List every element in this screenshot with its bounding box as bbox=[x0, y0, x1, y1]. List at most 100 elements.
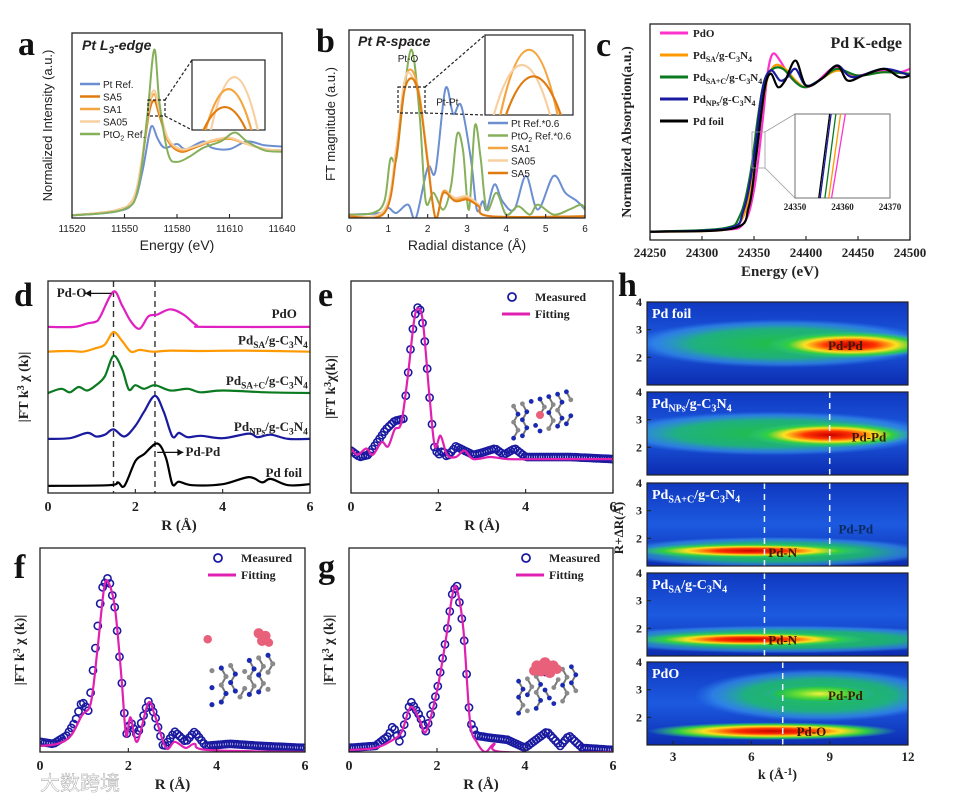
plot-frame bbox=[350, 280, 614, 494]
inset-tick-label: 24370 bbox=[879, 202, 902, 212]
series-group bbox=[40, 574, 305, 752]
intensity-blob bbox=[647, 631, 869, 647]
legend-item: PdO bbox=[660, 28, 715, 40]
y-tick-label: 2 bbox=[636, 710, 642, 724]
zoom-inset bbox=[147, 59, 266, 131]
atom bbox=[520, 401, 525, 407]
bond-label: Pd-Pd bbox=[828, 688, 863, 703]
series-group bbox=[72, 48, 282, 217]
atom bbox=[537, 396, 543, 402]
atom bbox=[520, 686, 526, 692]
atom bbox=[533, 706, 539, 711]
panel-a: 11520 11550 11580 11610 11640 Energy (eV) Norm… bbox=[18, 26, 296, 253]
legend-label: SA1 bbox=[511, 144, 530, 155]
inset-edge-line bbox=[818, 113, 831, 199]
measured-point bbox=[86, 688, 95, 698]
measured-point bbox=[567, 734, 577, 743]
zoom-inset: 24350 24360 24370 bbox=[751, 113, 902, 212]
atom bbox=[265, 652, 271, 658]
y-tick-label: 4 bbox=[636, 295, 642, 309]
measured-point bbox=[384, 421, 394, 431]
x-tick-label: 24500 bbox=[894, 245, 927, 260]
x-tick-label: 6 bbox=[610, 759, 617, 774]
legend-label: Fitting bbox=[549, 568, 584, 582]
zoom-region-box bbox=[397, 86, 426, 114]
series-group bbox=[349, 48, 585, 218]
legend-label: Measured bbox=[535, 290, 586, 304]
legend-item: Fitting bbox=[516, 568, 584, 582]
series-line-0 bbox=[349, 86, 585, 218]
series-line-4 bbox=[72, 48, 282, 217]
x-tick-label: 11640 bbox=[268, 224, 296, 235]
legend-label: SA1 bbox=[103, 105, 122, 116]
legend-item: Pt Ref. bbox=[80, 80, 134, 91]
series-line-3 bbox=[48, 394, 310, 441]
y-axis-label: |FT k3 χ (k)| bbox=[12, 615, 28, 686]
bond-label: Pd-Pd bbox=[838, 522, 873, 537]
measured-point bbox=[421, 726, 431, 736]
measured-point bbox=[603, 745, 613, 752]
measured-point bbox=[546, 731, 555, 740]
atom bbox=[251, 683, 257, 689]
panel-letter: d bbox=[14, 277, 33, 314]
molecular-structure-illustration-f bbox=[203, 628, 276, 708]
atom bbox=[209, 685, 215, 691]
x-tick-label: 0 bbox=[37, 759, 44, 774]
pd-atom bbox=[529, 666, 539, 676]
intensity-blob bbox=[761, 684, 877, 704]
y-tick-label: 3 bbox=[636, 413, 642, 427]
annotation-label: Pd-Pd bbox=[186, 444, 221, 459]
panel-d: 0 2 4 6 R (Å) |FT k3 χ (k)| d PdO PdSA/g-C3N4​ Pd… bbox=[14, 277, 314, 534]
atom bbox=[546, 410, 552, 415]
atom bbox=[525, 692, 530, 698]
series-line-1 bbox=[48, 331, 310, 354]
measured-point bbox=[606, 745, 613, 752]
zoom-region-box bbox=[147, 99, 166, 117]
x-tick-label: 2 bbox=[125, 759, 132, 774]
atom bbox=[555, 677, 561, 682]
atom bbox=[550, 418, 556, 423]
measured-point bbox=[382, 424, 392, 433]
atom bbox=[251, 666, 257, 672]
atom bbox=[218, 682, 224, 688]
legend-marker bbox=[507, 292, 517, 302]
atom bbox=[223, 691, 229, 697]
atom bbox=[538, 698, 543, 703]
annotation-label: Pd-O bbox=[57, 285, 87, 300]
atom bbox=[559, 415, 565, 421]
panel-letter: g bbox=[318, 549, 335, 586]
y-tick-label: 4 bbox=[636, 385, 642, 399]
atom bbox=[564, 389, 569, 395]
atom bbox=[520, 433, 525, 439]
panel-letter: h bbox=[618, 267, 637, 304]
x-tick-label: 2 bbox=[132, 500, 139, 515]
atom bbox=[260, 680, 266, 686]
x-tick-label: 4 bbox=[504, 224, 510, 235]
heatmap-frame bbox=[646, 301, 909, 386]
series-line-2 bbox=[650, 66, 910, 233]
legend-label: PtO2 Ref.*0.6 bbox=[511, 132, 572, 145]
atom bbox=[232, 688, 238, 694]
atom bbox=[546, 426, 552, 431]
atom bbox=[520, 702, 526, 708]
atom bbox=[256, 655, 262, 661]
atom bbox=[555, 391, 560, 397]
legend-item: PdSA+C/g-C3N4​ bbox=[660, 72, 762, 86]
panel-letter: e bbox=[318, 277, 333, 314]
panel-letter: c bbox=[596, 27, 611, 64]
panel-letter: f bbox=[14, 549, 26, 586]
measured-point bbox=[553, 738, 563, 748]
atom bbox=[568, 397, 574, 403]
measured-point bbox=[95, 599, 105, 608]
y-axis-label: |FT k3χ(k)| bbox=[323, 355, 339, 419]
legend-label: SA5 bbox=[103, 93, 122, 104]
bond-label: Pd-N bbox=[768, 545, 798, 560]
plot-frame bbox=[39, 547, 306, 753]
inset-frame bbox=[794, 113, 891, 199]
legend-item: PtO2 Ref.*0.6 bbox=[488, 132, 572, 145]
legend-label: SA5 bbox=[511, 169, 530, 180]
y-axis-label: |FT k3 χ (k)| bbox=[16, 352, 32, 423]
arrowhead-icon bbox=[177, 448, 184, 456]
atom bbox=[568, 413, 574, 419]
